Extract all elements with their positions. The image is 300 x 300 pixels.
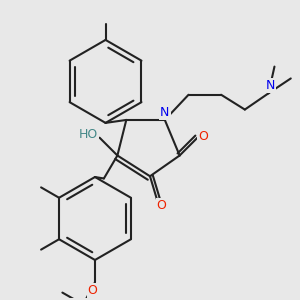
Text: HO: HO (79, 128, 98, 141)
Text: N: N (160, 106, 170, 119)
Text: O: O (198, 130, 208, 143)
Text: O: O (88, 284, 98, 297)
Text: N: N (265, 80, 275, 92)
Text: O: O (157, 199, 166, 212)
